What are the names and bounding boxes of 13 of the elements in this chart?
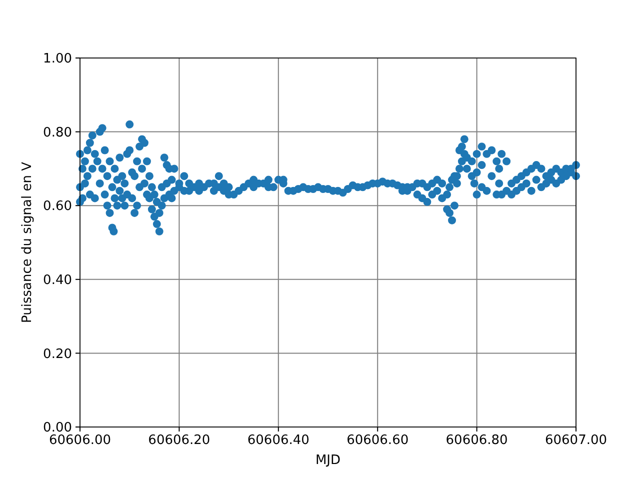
y-tick-label: 0.40	[43, 272, 72, 288]
x-tick-label: 60606.20	[148, 433, 210, 448]
x-tick-label: 60606.60	[346, 433, 409, 448]
y-axis-title: Puissance du signal en V	[20, 162, 35, 323]
y-tick-label: 0.20	[43, 346, 72, 362]
x-tick-label: 60606.00	[48, 433, 112, 448]
y-tick-label: 1.00	[43, 52, 72, 67]
x-tick-label: 60607.00	[544, 433, 608, 448]
x-axis-title: MJD	[315, 453, 341, 468]
y-tick-label: 0.60	[43, 199, 72, 214]
x-tick-label: 60606.80	[446, 433, 508, 448]
y-tick-label: 0.80	[43, 125, 72, 140]
x-tick-label: 60606.40	[247, 433, 310, 448]
